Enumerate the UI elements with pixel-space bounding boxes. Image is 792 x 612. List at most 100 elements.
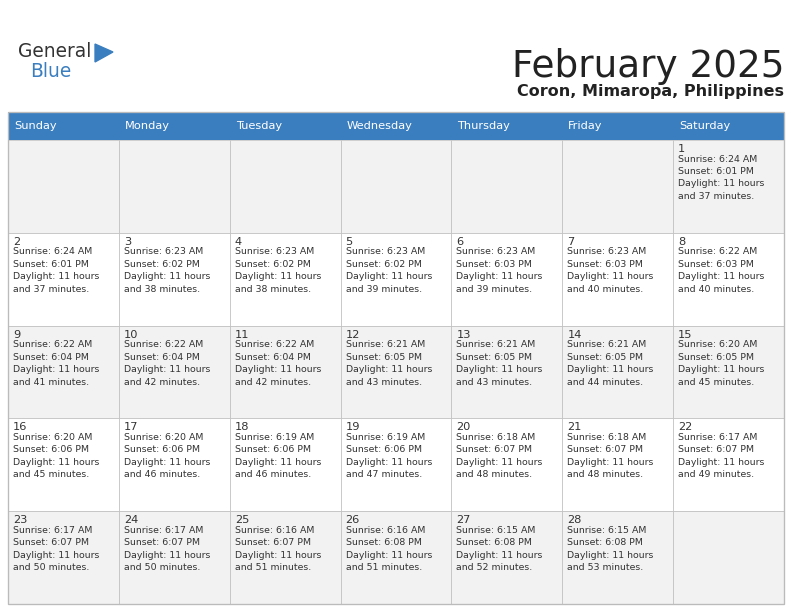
- Text: Daylight: 11 hours: Daylight: 11 hours: [13, 551, 99, 560]
- Text: and 44 minutes.: and 44 minutes.: [567, 378, 643, 387]
- Text: 22: 22: [678, 422, 692, 433]
- Text: Sunrise: 6:23 AM: Sunrise: 6:23 AM: [567, 247, 646, 256]
- Text: and 37 minutes.: and 37 minutes.: [13, 285, 89, 294]
- Text: Sunset: 6:07 PM: Sunset: 6:07 PM: [13, 538, 89, 547]
- Text: Sunrise: 6:24 AM: Sunrise: 6:24 AM: [13, 247, 92, 256]
- Text: Sunrise: 6:20 AM: Sunrise: 6:20 AM: [678, 340, 757, 349]
- Bar: [341, 112, 451, 140]
- Text: 21: 21: [567, 422, 581, 433]
- Text: Daylight: 11 hours: Daylight: 11 hours: [456, 458, 543, 467]
- Text: 1: 1: [678, 144, 685, 154]
- Text: 2: 2: [13, 237, 20, 247]
- Text: Sunset: 6:02 PM: Sunset: 6:02 PM: [124, 260, 200, 269]
- Bar: [8, 326, 119, 419]
- Text: Sunrise: 6:17 AM: Sunrise: 6:17 AM: [13, 526, 93, 535]
- Text: February 2025: February 2025: [512, 48, 784, 85]
- Bar: [119, 419, 230, 511]
- Text: Sunrise: 6:22 AM: Sunrise: 6:22 AM: [124, 340, 203, 349]
- Text: 28: 28: [567, 515, 581, 525]
- Text: and 39 minutes.: and 39 minutes.: [456, 285, 532, 294]
- Text: Sunrise: 6:19 AM: Sunrise: 6:19 AM: [345, 433, 425, 442]
- Bar: [673, 511, 784, 604]
- Text: Sunrise: 6:19 AM: Sunrise: 6:19 AM: [234, 433, 314, 442]
- Text: Sunset: 6:04 PM: Sunset: 6:04 PM: [234, 353, 310, 362]
- Text: Sunset: 6:08 PM: Sunset: 6:08 PM: [567, 538, 643, 547]
- Bar: [673, 326, 784, 419]
- Bar: [673, 419, 784, 511]
- Bar: [230, 233, 341, 326]
- Text: 15: 15: [678, 330, 693, 340]
- Text: Sunset: 6:02 PM: Sunset: 6:02 PM: [345, 260, 421, 269]
- Text: Sunset: 6:07 PM: Sunset: 6:07 PM: [567, 446, 643, 454]
- Text: and 43 minutes.: and 43 minutes.: [345, 378, 421, 387]
- Bar: [119, 112, 230, 140]
- Text: Sunrise: 6:24 AM: Sunrise: 6:24 AM: [678, 154, 757, 163]
- Text: 19: 19: [345, 422, 360, 433]
- Text: Daylight: 11 hours: Daylight: 11 hours: [124, 458, 210, 467]
- Text: and 50 minutes.: and 50 minutes.: [124, 563, 200, 572]
- Text: Saturday: Saturday: [680, 121, 730, 131]
- Text: 26: 26: [345, 515, 360, 525]
- Text: Daylight: 11 hours: Daylight: 11 hours: [345, 272, 432, 282]
- Bar: [562, 511, 673, 604]
- Text: and 42 minutes.: and 42 minutes.: [234, 378, 310, 387]
- Text: and 48 minutes.: and 48 minutes.: [456, 471, 532, 479]
- Text: Daylight: 11 hours: Daylight: 11 hours: [678, 365, 764, 374]
- Bar: [451, 511, 562, 604]
- Text: and 45 minutes.: and 45 minutes.: [678, 378, 755, 387]
- Bar: [119, 233, 230, 326]
- Text: and 47 minutes.: and 47 minutes.: [345, 471, 422, 479]
- Text: Sunday: Sunday: [14, 121, 56, 131]
- Text: Sunrise: 6:16 AM: Sunrise: 6:16 AM: [234, 526, 314, 535]
- Text: 14: 14: [567, 330, 581, 340]
- Text: and 53 minutes.: and 53 minutes.: [567, 563, 644, 572]
- Text: and 51 minutes.: and 51 minutes.: [345, 563, 422, 572]
- Bar: [230, 140, 341, 233]
- Text: Daylight: 11 hours: Daylight: 11 hours: [567, 458, 653, 467]
- Bar: [451, 233, 562, 326]
- Text: and 37 minutes.: and 37 minutes.: [678, 192, 755, 201]
- Bar: [451, 419, 562, 511]
- Text: Sunset: 6:06 PM: Sunset: 6:06 PM: [345, 446, 421, 454]
- Bar: [8, 419, 119, 511]
- Text: Daylight: 11 hours: Daylight: 11 hours: [567, 551, 653, 560]
- Text: Sunset: 6:04 PM: Sunset: 6:04 PM: [13, 353, 89, 362]
- Text: Daylight: 11 hours: Daylight: 11 hours: [678, 272, 764, 282]
- Text: Daylight: 11 hours: Daylight: 11 hours: [567, 272, 653, 282]
- Bar: [230, 419, 341, 511]
- Text: Wednesday: Wednesday: [347, 121, 413, 131]
- Text: Sunrise: 6:22 AM: Sunrise: 6:22 AM: [234, 340, 314, 349]
- Text: Sunrise: 6:18 AM: Sunrise: 6:18 AM: [567, 433, 646, 442]
- Text: Daylight: 11 hours: Daylight: 11 hours: [456, 272, 543, 282]
- Text: and 52 minutes.: and 52 minutes.: [456, 563, 533, 572]
- Text: Sunrise: 6:15 AM: Sunrise: 6:15 AM: [456, 526, 536, 535]
- Bar: [230, 511, 341, 604]
- Text: 25: 25: [234, 515, 249, 525]
- Text: Blue: Blue: [30, 62, 71, 81]
- Text: and 51 minutes.: and 51 minutes.: [234, 563, 311, 572]
- Text: Sunrise: 6:18 AM: Sunrise: 6:18 AM: [456, 433, 535, 442]
- Text: and 48 minutes.: and 48 minutes.: [567, 471, 643, 479]
- Text: Sunrise: 6:23 AM: Sunrise: 6:23 AM: [456, 247, 535, 256]
- Text: Monday: Monday: [125, 121, 169, 131]
- Text: Daylight: 11 hours: Daylight: 11 hours: [13, 272, 99, 282]
- Text: Sunset: 6:05 PM: Sunset: 6:05 PM: [678, 353, 754, 362]
- Bar: [119, 511, 230, 604]
- Text: and 41 minutes.: and 41 minutes.: [13, 378, 89, 387]
- Text: Sunset: 6:07 PM: Sunset: 6:07 PM: [678, 446, 754, 454]
- Text: Sunrise: 6:15 AM: Sunrise: 6:15 AM: [567, 526, 646, 535]
- Bar: [230, 112, 341, 140]
- Text: and 46 minutes.: and 46 minutes.: [234, 471, 311, 479]
- Text: Daylight: 11 hours: Daylight: 11 hours: [234, 365, 321, 374]
- Text: Daylight: 11 hours: Daylight: 11 hours: [124, 365, 210, 374]
- Text: Sunrise: 6:21 AM: Sunrise: 6:21 AM: [456, 340, 535, 349]
- Text: Sunrise: 6:21 AM: Sunrise: 6:21 AM: [567, 340, 646, 349]
- Text: and 50 minutes.: and 50 minutes.: [13, 563, 89, 572]
- Text: 12: 12: [345, 330, 360, 340]
- Text: and 40 minutes.: and 40 minutes.: [567, 285, 644, 294]
- Text: Daylight: 11 hours: Daylight: 11 hours: [234, 272, 321, 282]
- Text: Sunset: 6:07 PM: Sunset: 6:07 PM: [124, 538, 200, 547]
- Text: 24: 24: [124, 515, 138, 525]
- Text: Sunset: 6:02 PM: Sunset: 6:02 PM: [234, 260, 310, 269]
- Text: Sunset: 6:04 PM: Sunset: 6:04 PM: [124, 353, 200, 362]
